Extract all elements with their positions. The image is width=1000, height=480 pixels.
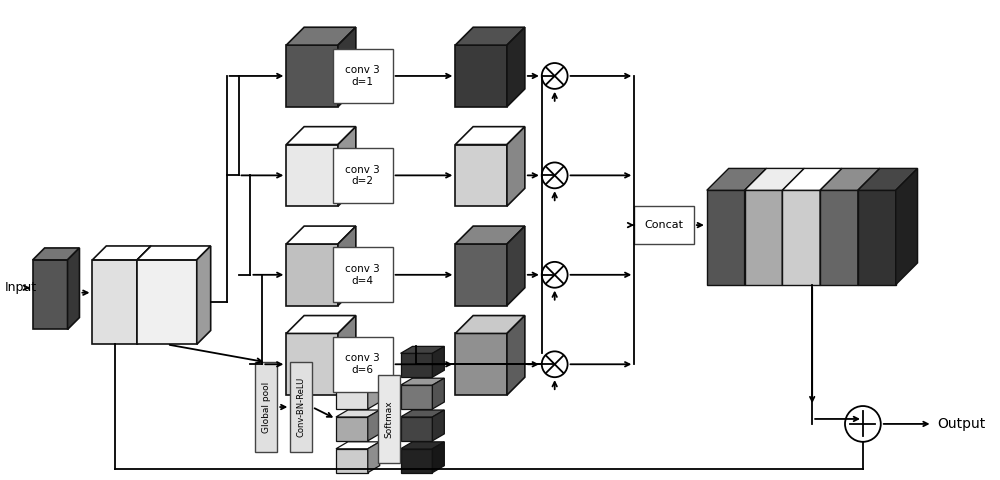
Polygon shape — [368, 347, 380, 377]
Polygon shape — [338, 315, 356, 395]
Polygon shape — [507, 27, 525, 107]
Polygon shape — [33, 248, 79, 260]
Polygon shape — [455, 144, 507, 206]
Polygon shape — [745, 190, 782, 285]
Polygon shape — [368, 442, 380, 473]
Text: Input: Input — [5, 281, 37, 294]
Polygon shape — [286, 144, 338, 206]
Polygon shape — [338, 226, 356, 306]
Polygon shape — [286, 27, 356, 45]
Polygon shape — [455, 127, 525, 144]
Polygon shape — [455, 315, 525, 334]
Polygon shape — [338, 27, 356, 107]
Polygon shape — [896, 168, 918, 285]
Polygon shape — [401, 417, 432, 441]
Bar — [378, 375, 400, 463]
Polygon shape — [455, 27, 525, 45]
Text: Concat: Concat — [645, 220, 684, 230]
Bar — [333, 48, 393, 103]
Polygon shape — [455, 226, 525, 244]
Polygon shape — [368, 378, 380, 409]
Polygon shape — [336, 347, 380, 353]
Polygon shape — [432, 378, 444, 409]
Polygon shape — [707, 168, 766, 190]
Polygon shape — [455, 244, 507, 306]
Polygon shape — [286, 45, 338, 107]
Polygon shape — [401, 410, 444, 417]
Polygon shape — [782, 190, 820, 285]
Bar — [634, 206, 694, 244]
Polygon shape — [336, 442, 380, 449]
Polygon shape — [432, 410, 444, 441]
Bar — [333, 148, 393, 203]
Polygon shape — [401, 442, 444, 449]
Polygon shape — [401, 347, 444, 353]
Polygon shape — [336, 353, 368, 377]
Polygon shape — [401, 353, 432, 377]
Polygon shape — [338, 127, 356, 206]
Text: Conv-BN-ReLU: Conv-BN-ReLU — [297, 377, 306, 437]
Polygon shape — [401, 385, 432, 409]
Polygon shape — [336, 385, 368, 409]
Polygon shape — [507, 226, 525, 306]
Text: Output: Output — [937, 417, 986, 431]
Polygon shape — [455, 334, 507, 395]
Text: Global pool: Global pool — [262, 382, 271, 432]
Polygon shape — [858, 168, 918, 190]
Bar — [333, 248, 393, 302]
Polygon shape — [782, 168, 842, 190]
Bar — [290, 362, 312, 452]
Polygon shape — [432, 442, 444, 473]
Polygon shape — [336, 449, 368, 473]
Text: conv 3
d=6: conv 3 d=6 — [345, 353, 380, 375]
Polygon shape — [820, 168, 880, 190]
Polygon shape — [507, 127, 525, 206]
Polygon shape — [707, 190, 745, 285]
Polygon shape — [782, 168, 804, 285]
Polygon shape — [820, 190, 858, 285]
Text: Softmax: Softmax — [384, 400, 393, 438]
Polygon shape — [745, 168, 766, 285]
Text: conv 3
d=1: conv 3 d=1 — [345, 65, 380, 87]
Polygon shape — [92, 260, 137, 344]
Polygon shape — [401, 449, 432, 473]
Polygon shape — [507, 315, 525, 395]
Polygon shape — [745, 168, 804, 190]
Polygon shape — [68, 248, 79, 329]
Bar — [255, 362, 277, 452]
Polygon shape — [336, 417, 368, 441]
Polygon shape — [858, 168, 880, 285]
Polygon shape — [197, 246, 211, 344]
Polygon shape — [137, 246, 151, 344]
Polygon shape — [137, 246, 211, 260]
Polygon shape — [286, 127, 356, 144]
Polygon shape — [820, 168, 842, 285]
Polygon shape — [336, 410, 380, 417]
Polygon shape — [858, 190, 896, 285]
Polygon shape — [286, 244, 338, 306]
Text: conv 3
d=2: conv 3 d=2 — [345, 165, 380, 186]
Polygon shape — [137, 260, 197, 344]
Polygon shape — [33, 260, 68, 329]
Polygon shape — [336, 378, 380, 385]
Polygon shape — [92, 246, 151, 260]
Polygon shape — [286, 334, 338, 395]
Polygon shape — [432, 347, 444, 377]
Polygon shape — [401, 378, 444, 385]
Polygon shape — [286, 315, 356, 334]
Polygon shape — [455, 45, 507, 107]
Bar — [333, 337, 393, 392]
Polygon shape — [286, 226, 356, 244]
Text: conv 3
d=4: conv 3 d=4 — [345, 264, 380, 286]
Polygon shape — [368, 410, 380, 441]
